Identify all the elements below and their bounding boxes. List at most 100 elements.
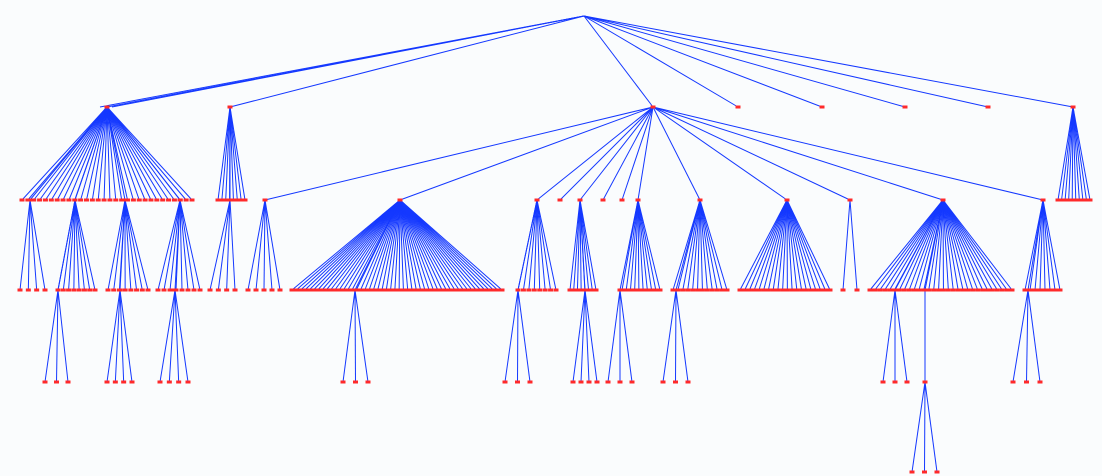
- tree-node: [872, 288, 878, 292]
- tree-edge: [908, 199, 944, 291]
- tree-edge: [29, 199, 38, 291]
- tree-edge: [744, 199, 788, 291]
- tree-edge: [106, 106, 158, 201]
- tree-node: [234, 198, 240, 202]
- tree-edge: [56, 106, 108, 201]
- tree-node: [578, 288, 584, 292]
- tree-node: [657, 288, 663, 292]
- tree-edge: [39, 106, 108, 201]
- tree-edge: [576, 199, 581, 291]
- tree-edge: [777, 199, 788, 291]
- tree-node: [994, 288, 1000, 292]
- tree-edge: [536, 199, 541, 291]
- tree-edge: [174, 289, 180, 383]
- tree-edge: [45, 106, 108, 201]
- tree-node: [931, 288, 937, 292]
- tree-node: [104, 105, 110, 109]
- tree-node: [685, 288, 691, 292]
- tree-edge: [124, 199, 143, 291]
- tree-edge: [163, 199, 181, 291]
- tree-edge: [942, 199, 984, 291]
- tree-edge: [786, 199, 821, 291]
- tree-edge: [625, 199, 639, 291]
- tree-edge: [179, 199, 201, 291]
- tree-edge: [536, 199, 557, 291]
- tree-node: [1055, 198, 1061, 202]
- tree-edge: [898, 199, 944, 291]
- tree-node: [495, 288, 501, 292]
- tree-edge: [385, 199, 401, 291]
- tree-edge: [56, 289, 59, 383]
- tree-edge: [662, 289, 677, 383]
- tree-edge: [634, 199, 639, 291]
- tree-node: [128, 288, 134, 292]
- tree-node: [1004, 288, 1010, 292]
- tree-node: [695, 288, 701, 292]
- tree-node: [48, 198, 54, 202]
- tree-edge: [572, 289, 586, 383]
- tree-node: [405, 288, 411, 292]
- tree-edge: [398, 199, 401, 291]
- tree-edge: [942, 199, 954, 291]
- tree-edge: [584, 289, 598, 383]
- tree-node: [409, 288, 415, 292]
- tree-node: [379, 288, 385, 292]
- tree-node: [515, 380, 520, 384]
- tree-node: [336, 288, 342, 292]
- tree-edge: [903, 199, 944, 291]
- tree-edge: [536, 199, 546, 291]
- tree-node: [742, 288, 748, 292]
- tree-edge: [583, 15, 823, 108]
- tree-node: [617, 288, 623, 292]
- tree-edge: [786, 199, 826, 291]
- tree-node: [1076, 198, 1082, 202]
- tree-edge: [107, 199, 126, 291]
- tree-edge: [584, 289, 590, 383]
- tree-node: [1073, 198, 1079, 202]
- tree-edge: [179, 199, 189, 291]
- tree-edge: [209, 199, 231, 291]
- tree-node: [92, 288, 98, 292]
- tree-node: [245, 288, 251, 292]
- tree-node: [699, 288, 705, 292]
- tree-node: [104, 380, 110, 384]
- tree-edge: [652, 106, 944, 201]
- tree-edge: [536, 199, 552, 291]
- tree-node: [1032, 288, 1038, 292]
- tree-edge: [894, 199, 944, 291]
- tree-node: [867, 288, 873, 292]
- tree-node: [323, 288, 329, 292]
- tree-node: [161, 288, 167, 292]
- tree-node: [685, 380, 691, 384]
- tree-node: [922, 288, 928, 292]
- tree-node: [166, 380, 172, 384]
- tree-node: [799, 288, 805, 292]
- tree-edge: [106, 106, 181, 201]
- tree-node: [227, 198, 233, 202]
- tree-edge: [399, 199, 443, 291]
- tree-node: [340, 380, 346, 384]
- tree-edge: [264, 106, 654, 201]
- tree-edge: [869, 199, 944, 291]
- tree-node: [542, 288, 548, 292]
- tree-edge: [1039, 199, 1044, 291]
- tree-node: [215, 288, 221, 292]
- tree-edge: [263, 199, 266, 291]
- edges: [19, 15, 1091, 473]
- tree-node: [896, 288, 902, 292]
- tree-node: [784, 288, 790, 292]
- tree-edge: [786, 199, 807, 291]
- tree-edge: [782, 199, 788, 291]
- tree-edge: [347, 199, 401, 291]
- tree-edge: [29, 199, 46, 291]
- tree-edge: [619, 289, 633, 383]
- tree-node: [922, 380, 928, 384]
- tree-node: [854, 288, 860, 292]
- tree-node: [1052, 288, 1058, 292]
- tree-node: [724, 288, 730, 292]
- tree-node: [765, 288, 771, 292]
- tree-edge: [1026, 289, 1029, 383]
- tree-node: [680, 288, 686, 292]
- tree-edge: [942, 199, 1003, 291]
- tree-edge: [106, 106, 117, 201]
